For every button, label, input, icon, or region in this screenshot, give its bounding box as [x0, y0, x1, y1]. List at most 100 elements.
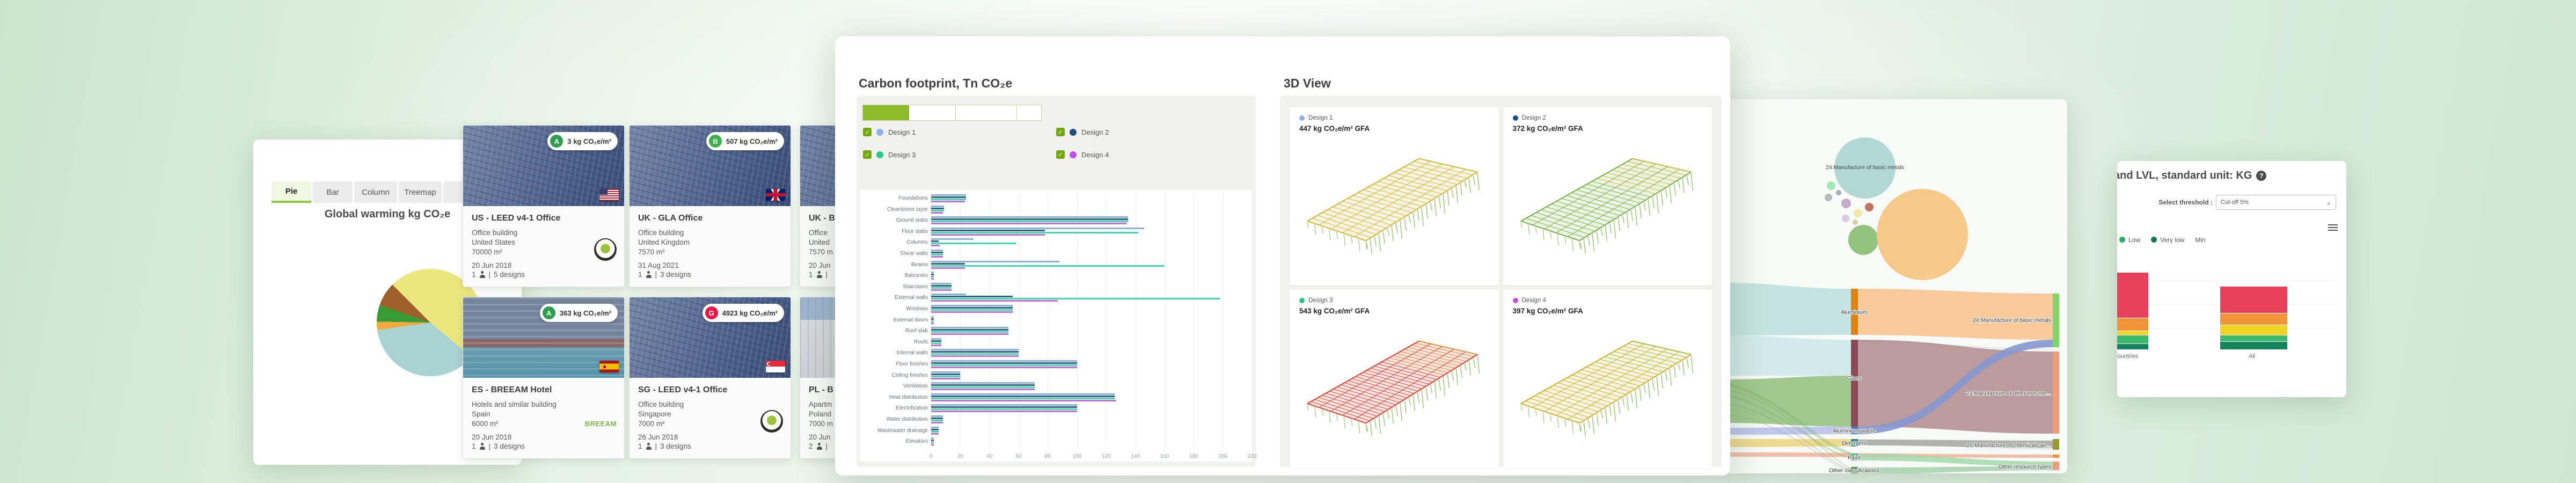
bar [931, 377, 961, 379]
pie-chart-title: Global warming kg CO₂e [324, 208, 451, 220]
bar [931, 433, 939, 435]
tab-bar[interactable]: Bar [313, 181, 353, 203]
project-area: 7000 m² [638, 419, 665, 428]
project-country: Spain [472, 409, 491, 418]
bar [931, 327, 1009, 329]
project-country: United [809, 238, 830, 246]
project-type: Apartm [809, 400, 832, 408]
bar [931, 267, 965, 269]
bar [931, 305, 1013, 306]
bar [931, 384, 1035, 386]
bar [931, 395, 1115, 397]
3d-tile-design-4: Design 4 397 kg CO₂e/m² GFA [1503, 290, 1712, 468]
project-country: United States [472, 238, 516, 246]
bar [931, 404, 1077, 406]
chart-row: Beams [860, 260, 1253, 271]
chart-row: Internal walls [860, 348, 1253, 359]
3d-view-panel: Design 1 447 kg CO₂e/m² GFA Design 2 372… [1280, 96, 1722, 468]
bar [931, 284, 952, 287]
bar [931, 240, 939, 243]
person-icon [816, 271, 823, 279]
bar [931, 360, 1077, 362]
chevron-down-icon [2326, 199, 2331, 206]
design-4-checkbox[interactable] [1056, 150, 1065, 159]
help-icon[interactable] [2256, 171, 2267, 181]
project-area: 7570 m [809, 247, 833, 256]
project-card-es[interactable]: A 363 kg CO₂e/m² ES - BREEAM Hotel Hotel… [463, 297, 625, 459]
bubble [1825, 194, 1832, 201]
bar [931, 199, 967, 200]
threshold-dropdown[interactable]: Cut-off 5% [2216, 195, 2336, 210]
person-icon [479, 443, 486, 450]
chart-menu-icon[interactable] [2328, 224, 2338, 231]
bar [931, 375, 961, 377]
tab-treemap[interactable]: Treemap [399, 181, 442, 203]
chart-row: Staircases [860, 282, 1253, 293]
design-1-checkbox[interactable] [863, 128, 872, 136]
project-title: UK - B [809, 214, 835, 223]
legend-min: Min [2195, 236, 2206, 244]
category-label: Ventilation [903, 383, 928, 390]
user-count: 1 [638, 442, 642, 451]
category-label: Water distribution [886, 416, 928, 422]
tab-pie[interactable]: Pie [272, 181, 311, 203]
bar [931, 218, 1128, 221]
bar [931, 262, 965, 265]
project-title: PL - B [809, 385, 833, 394]
bar [931, 287, 952, 289]
bar [931, 320, 934, 322]
bubble [1877, 189, 1968, 280]
sankey-node-glass [1851, 340, 1858, 427]
sankey-diagram: Aluminium Glass Aluminium waste Detergen… [1723, 283, 2059, 473]
bar [931, 260, 1060, 262]
project-footer: 1 | 3 designs [638, 270, 691, 279]
design-2-checkbox[interactable] [1056, 128, 1065, 136]
person-icon [646, 271, 652, 279]
project-country: United Kingdom [638, 238, 690, 246]
rating-letter: B [708, 135, 722, 148]
chart-row: Elevators [860, 436, 1253, 448]
bar [931, 411, 1077, 413]
project-card-uk-gla[interactable]: B 507 kg CO₂e/m² UK - GLA Office Office … [629, 125, 791, 287]
project-card-us[interactable]: A 3 kg CO₂e/m² US - LEED v4-1 Office Off… [463, 125, 625, 287]
bar [931, 309, 1013, 311]
design-4-dot [1512, 298, 1518, 303]
bar [931, 272, 934, 274]
project-date: 20 Jun 2018 [472, 433, 512, 442]
design-count: 5 designs [494, 270, 525, 279]
bubble [1834, 137, 1896, 199]
tab-column[interactable]: Column [354, 181, 397, 203]
project-date: 20 Jun [809, 261, 831, 270]
uk-flag-icon [766, 189, 785, 201]
bar [931, 311, 1013, 313]
project-card-sg[interactable]: G 4923 kg CO₂e/m² SG - LEED v4-1 Office … [629, 297, 791, 459]
category-label: Ceiling finishes [891, 372, 928, 378]
spain-flag-icon [599, 361, 619, 372]
project-area: 70000 m² [472, 247, 503, 256]
carbon-rating-badge: B 507 kg CO₂e/m² [706, 132, 784, 150]
sankey-node-orange [2053, 455, 2059, 458]
3d-tile-design-2: Design 2 372 kg CO₂e/m² GFA [1503, 107, 1712, 286]
sankey-label: Other classifications [1829, 467, 1879, 473]
x-tick: 0 [930, 453, 933, 459]
category-label: Windows [906, 306, 928, 312]
design-3-checkbox[interactable] [863, 150, 872, 159]
bar [931, 238, 974, 240]
chart-row: Cleanliness layer [860, 204, 1253, 216]
bar [931, 373, 961, 375]
sankey-node-aluminium-waste [1851, 427, 1858, 434]
person-icon [479, 271, 486, 279]
bar [931, 278, 934, 280]
bar [931, 408, 1077, 411]
bar-segment [2220, 335, 2287, 342]
carbon-bar-chart: 0 20 40 60 80 100 120 140 160 180 200 220 Foundation… [860, 190, 1256, 462]
x-tick: 40 [986, 453, 993, 459]
bar [931, 362, 1077, 364]
bar [931, 420, 943, 421]
design-count: 3 designs [660, 270, 691, 279]
bubble [1836, 190, 1841, 195]
bar [931, 353, 1019, 355]
bubble [1865, 203, 1874, 211]
bubble-label: 24:Manufacture of basic metals [1826, 164, 1904, 171]
bar [931, 393, 1115, 395]
